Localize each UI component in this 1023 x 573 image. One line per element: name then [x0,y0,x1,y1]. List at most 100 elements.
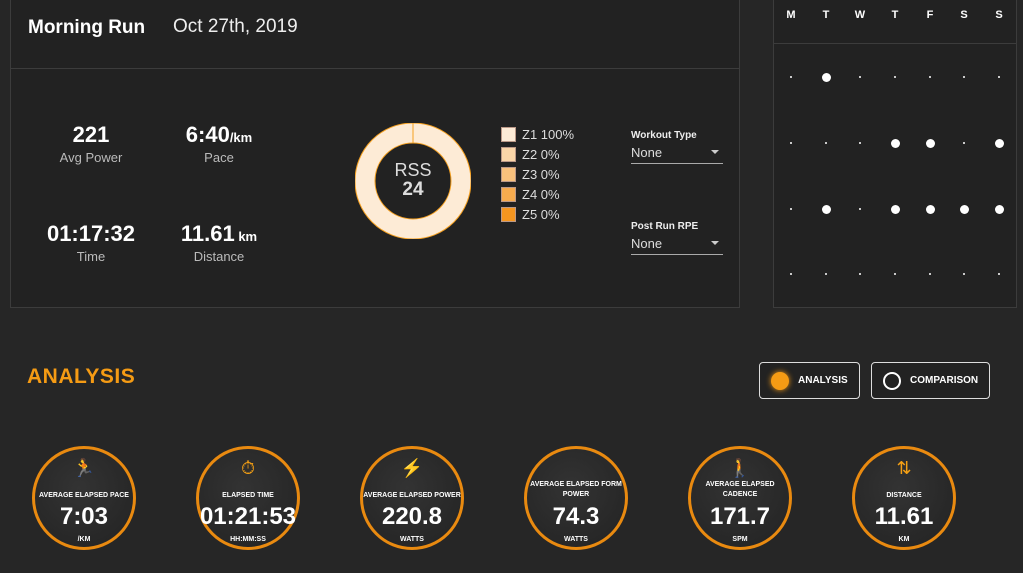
metric-label: AVERAGE ELAPSED PACE [39,492,129,499]
stat-value: 01:17:32 [46,221,136,246]
zone-donut-chart [355,123,471,239]
legend-swatch [501,206,516,222]
calendar-empty-dot [859,142,861,144]
stat-pace: 6:40/km Pace [159,122,279,165]
calendar-empty-dot [998,273,1000,275]
comparison-toggle-button[interactable]: COMPARISON [871,362,990,399]
calendar-empty-dot [963,76,965,78]
calendar-empty-dot [929,273,931,275]
calendar-empty-dot [825,273,827,275]
legend-label: Z1 100% [522,126,575,142]
radio-selected-icon [771,371,789,390]
calendar-empty-dot [790,208,792,210]
legend-label: Z5 0% [522,206,560,222]
legend-item: Z5 0% [501,204,574,224]
day-header: T [891,9,899,21]
calendar-workout-dot[interactable] [925,204,935,214]
post-run-rpe-select[interactable]: Post Run RPE None [631,221,723,255]
stat-label: Avg Power [59,150,123,165]
analysis-title: ANALYSIS [27,365,136,388]
stat-time: 01:17:32 Time [31,221,151,264]
radio-unselected-icon [883,371,901,390]
metric-card: ⏱ ELAPSED TIME 01:21:53 HH:MM:SS [196,446,300,550]
workout-type-select[interactable]: Workout Type None [631,130,723,164]
analysis-toggle-button[interactable]: ANALYSIS [759,362,860,399]
calendar-empty-dot [859,208,861,210]
calendar-workout-dot[interactable] [994,138,1004,148]
calendar-empty-dot [859,273,861,275]
day-header: S [995,9,1003,21]
day-header: S [960,9,968,21]
metric-value: 220.8 [381,503,443,530]
legend-swatch [501,126,516,142]
metric-label: AVERAGE ELAPSED CADENCE [705,481,775,498]
dropdown-arrow-icon[interactable] [711,241,719,245]
workout-summary-panel: Morning Run Oct 27th, 2019 221 Avg Power … [10,0,740,308]
legend-label: Z4 0% [522,186,560,202]
calendar-empty-dot [790,76,792,78]
select-label: Workout Type [631,130,697,141]
day-header: W [854,9,866,21]
calendar-workout-dot[interactable] [994,204,1004,214]
legend-swatch [501,186,516,202]
metric-card: 🏃 AVERAGE ELAPSED PACE 7:03/KM [32,446,136,550]
day-header: T [822,9,830,21]
metric-label: ELAPSED TIME [222,492,274,499]
calendar-empty-dot [859,76,861,78]
legend-item: Z4 0% [501,184,574,204]
toggle-label: ANALYSIS [798,375,848,386]
metric-value: 7:03 [59,503,109,530]
stopwatch-icon: ⏱ [240,458,256,478]
metric-value: 01:21:53 [199,503,297,530]
day-header: F [926,9,934,21]
metric-value: 74.3 [552,503,600,530]
select-value[interactable]: None [631,145,663,160]
calendar-empty-dot [825,142,827,144]
calendar-empty-dot [790,273,792,275]
calendar-workout-dot[interactable] [890,138,900,148]
metric-unit: /KM [77,536,91,543]
metric-label: DISTANCE [886,492,922,499]
stat-avg-power: 221 Avg Power [31,122,151,165]
stat-unit: km [234,229,258,244]
stat-label: Time [76,249,106,264]
stat-distance: 11.61 km Distance [159,221,279,264]
toggle-label: COMPARISON [910,375,979,386]
stat-value: 6:40 [185,122,230,147]
calendar-workout-dot[interactable] [890,204,900,214]
calendar-empty-dot [963,142,965,144]
calendar-empty-dot [894,76,896,78]
metric-unit: KM [898,536,910,543]
dropdown-arrow-icon[interactable] [711,150,719,154]
running-icon: 🏃 [72,458,96,478]
calendar-empty-dot [963,273,965,275]
calendar-workout-dot[interactable] [821,72,831,82]
stat-label: Pace [204,150,234,165]
metric-unit: WATTS [564,536,588,543]
calendar-empty-dot [790,142,792,144]
rss-score: RSS 24 [355,123,471,239]
route-icon: ⇅ [896,458,912,478]
metric-unit: HH:MM:SS [230,536,266,543]
metric-value: 11.61 [874,503,934,530]
stat-label: Distance [193,249,245,264]
legend-label: Z2 0% [522,146,560,162]
metric-card: 🚶 AVERAGE ELAPSED CADENCE 171.7 SPM [688,446,792,550]
select-value[interactable]: None [631,236,663,251]
legend-swatch [501,146,516,162]
metric-card: ⇅ DISTANCE 11.61 KM [852,446,956,550]
calendar-workout-dot[interactable] [925,138,935,148]
zone-legend: Z1 100% Z2 0% Z3 0% Z4 0% Z5 0% [501,124,574,224]
calendar-empty-dot [998,76,1000,78]
rss-label: RSS [394,159,432,180]
metric-card: ⚡ AVERAGE ELAPSED POWER 220.8 WATTS [360,446,464,550]
calendar-workout-dot[interactable] [821,204,831,214]
metric-card: AVERAGE ELAPSED FORM POWER 74.3 WATTS [524,446,628,550]
walking-icon: 🚶 [728,458,752,478]
legend-item: Z1 100% [501,124,574,144]
metric-label: AVERAGE ELAPSED POWER [363,492,461,499]
calendar-workout-dot[interactable] [959,204,969,214]
calendar-empty-dot [929,76,931,78]
